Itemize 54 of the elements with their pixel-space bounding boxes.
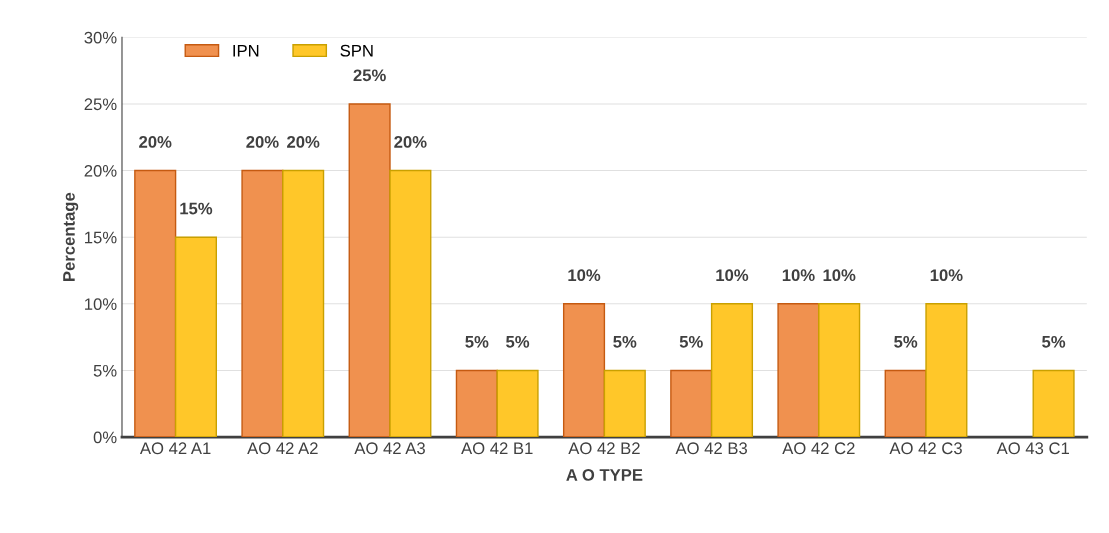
x-axis-title: A O TYPE: [566, 469, 643, 481]
data-label: 10%: [568, 269, 601, 282]
bar: [562, 303, 606, 438]
bar: [348, 103, 391, 438]
data-label: 10%: [782, 269, 815, 282]
y-tick-label: 0%: [93, 431, 117, 444]
x-tick-label: AO 42 A1: [139, 442, 211, 455]
bar: [884, 369, 927, 438]
x-tick-label: AO 42 A2: [247, 442, 318, 455]
data-label: 5%: [506, 335, 530, 348]
x-tick-label: AO 42 B3: [675, 442, 748, 455]
y-tick-label: 5%: [93, 364, 117, 377]
bar: [777, 303, 820, 438]
data-label: 5%: [679, 335, 703, 348]
bar: [389, 169, 432, 438]
y-tick-label: 30%: [84, 31, 117, 44]
bar: [282, 169, 325, 438]
y-tick-label: 15%: [85, 231, 117, 244]
bar: [710, 303, 754, 438]
data-label: 10%: [930, 269, 963, 282]
data-label: 5%: [1042, 335, 1066, 348]
x-tick-label: AO 42 B2: [568, 442, 640, 455]
data-label: 5%: [613, 335, 637, 348]
x-tick-label: AO 43 C1: [996, 442, 1069, 455]
x-tick-label: AO 42 B1: [461, 442, 533, 455]
legend-label: IPN: [233, 44, 259, 57]
data-label: 10%: [823, 269, 856, 282]
data-label: 25%: [353, 69, 386, 82]
y-tick-label: 20%: [84, 164, 117, 177]
bar: [174, 236, 218, 438]
data-label: 15%: [180, 202, 213, 215]
x-tick-label: AO 42 A3: [354, 442, 425, 455]
data-label: 20%: [287, 136, 320, 148]
bar: [455, 369, 498, 438]
bar: [925, 303, 968, 438]
data-label: 20%: [394, 136, 427, 148]
data-label: 10%: [716, 269, 749, 282]
data-label: 5%: [894, 335, 918, 348]
bar: [134, 169, 177, 438]
bar: [241, 169, 284, 438]
data-label: 20%: [139, 136, 172, 148]
data-label: 5%: [465, 335, 489, 348]
bar: [670, 369, 713, 438]
data-label: 20%: [246, 136, 279, 148]
bar: [818, 303, 861, 438]
bar: [496, 369, 539, 438]
x-tick-label: AO 42 C3: [889, 442, 962, 455]
y-axis-title: Percentage: [63, 192, 79, 281]
x-tick-label: AO 42 C2: [782, 442, 855, 455]
y-tick-label: 10%: [85, 298, 117, 311]
bar: [603, 369, 646, 438]
bar: [1032, 369, 1075, 438]
legend-label: SPN: [340, 44, 373, 57]
y-tick-label: 25%: [84, 98, 117, 111]
